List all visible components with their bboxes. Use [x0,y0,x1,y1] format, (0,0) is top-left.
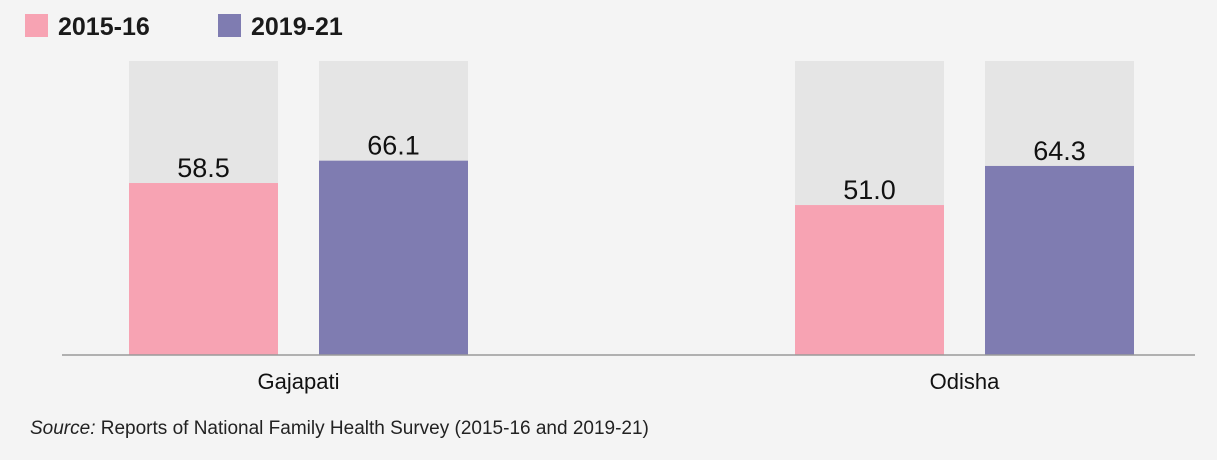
value-label-Odisha-2019-21: 64.3 [1033,136,1086,166]
bar-Gajapati-2019-21 [319,160,468,355]
value-label-Gajapati-2015-16: 58.5 [177,153,230,183]
value-label-Odisha-2015-16: 51.0 [843,175,896,205]
bar-Gajapati-2015-16 [129,183,278,355]
legend-swatch-2019-21 [218,14,241,37]
legend-label-2019-21: 2019-21 [251,13,343,41]
labels: 58.5 66.1 Gajapati 51.0 64.3 Odisha [177,131,1086,394]
value-label-Gajapati-2019-21: 66.1 [367,131,420,161]
bar-Odisha-2015-16 [795,205,944,355]
source-note: Source: Reports of National Family Healt… [30,418,649,440]
legend-label-2015-16: 2015-16 [58,13,150,41]
bar-chart: 2015-16 2019-21 58.5 66.1 Gajapati 51.0 64.3 O… [25,13,1195,394]
category-label-Gajapati: Gajapati [258,369,340,394]
legend: 2015-16 2019-21 [25,13,343,41]
bars [129,61,1134,355]
bar-Odisha-2019-21 [985,165,1134,355]
legend-swatch-2015-16 [25,14,48,37]
category-label-Odisha: Odisha [930,369,1000,394]
source-text: Reports of National Family Health Survey… [95,418,649,439]
source-label: Source: [30,418,96,439]
